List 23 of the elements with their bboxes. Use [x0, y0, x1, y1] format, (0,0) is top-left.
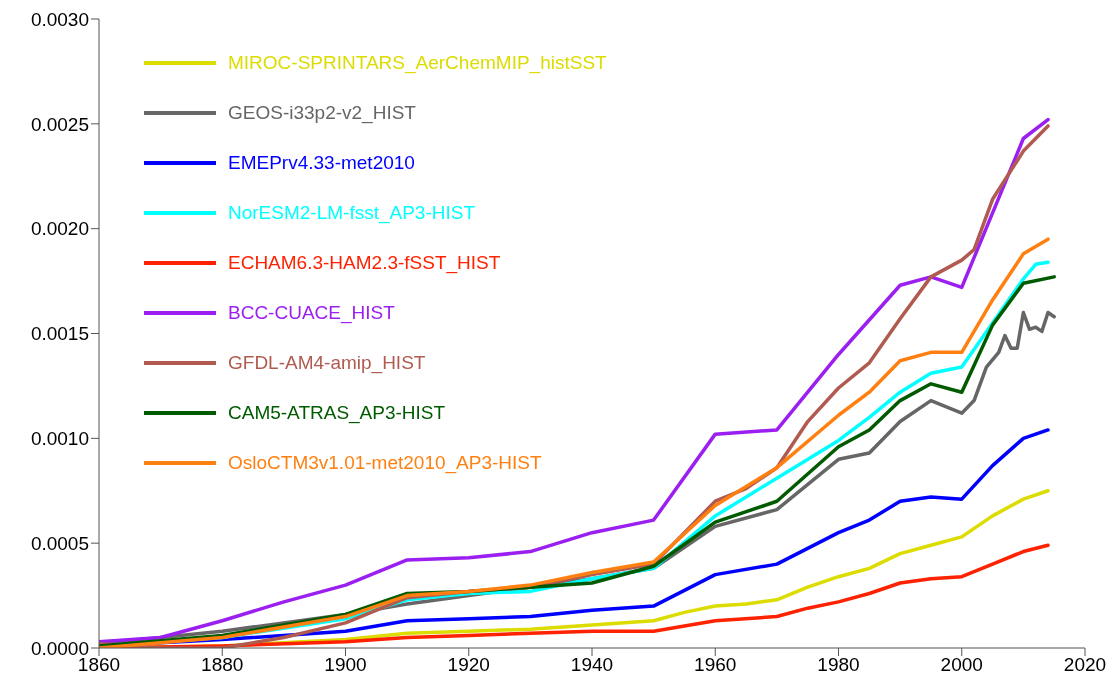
- legend-label: CAM5-ATRAS_AP3-HIST: [228, 402, 446, 424]
- x-tick-label: 2000: [940, 654, 983, 676]
- legend-label: OsloCTM3v1.01-met2010_AP3-HIST: [228, 452, 542, 474]
- legend-label: BCC-CUACE_HIST: [228, 302, 395, 324]
- legend-label: GFDL-AM4-amip_HIST: [228, 352, 426, 374]
- x-tick-label: 1980: [817, 654, 860, 676]
- x-tick-label: 1900: [324, 654, 367, 676]
- legend-label: ECHAM6.3-HAM2.3-fSST_HIST: [228, 252, 501, 274]
- legend-label: GEOS-i33p2-v2_HIST: [228, 102, 416, 124]
- legend-label: NorESM2-LM-fsst_AP3-HIST: [228, 202, 476, 224]
- x-tick-label: 1880: [201, 654, 244, 676]
- x-tick-label: 1920: [447, 654, 490, 676]
- legend-label: MIROC-SPRINTARS_AerChemMIP_histSST: [228, 52, 607, 74]
- y-tick-label: 0.0015: [30, 323, 89, 345]
- x-tick-label: 2020: [1063, 654, 1107, 676]
- x-tick-label: 1940: [570, 654, 614, 676]
- x-tick-label: 1960: [694, 654, 737, 676]
- y-tick-label: 0.0010: [30, 428, 89, 450]
- y-tick-label: 0.0030: [30, 8, 89, 30]
- legend-label: EMEPrv4.33-met2010: [228, 152, 415, 174]
- y-tick-label: 0.0020: [30, 218, 89, 240]
- y-tick-label: 0.0025: [30, 113, 89, 135]
- y-tick-label: 0.0005: [30, 532, 89, 554]
